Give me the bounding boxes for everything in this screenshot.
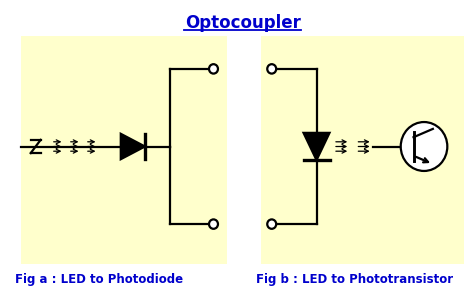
Bar <box>261 36 465 264</box>
Text: Optocoupler: Optocoupler <box>185 14 301 32</box>
Circle shape <box>401 122 447 171</box>
Text: Fig b : LED to Phototransistor: Fig b : LED to Phototransistor <box>256 272 453 286</box>
Circle shape <box>267 64 276 74</box>
Circle shape <box>209 219 218 229</box>
Circle shape <box>267 219 276 229</box>
Bar <box>21 36 227 264</box>
Polygon shape <box>303 133 329 160</box>
Text: Fig a : LED to Photodiode: Fig a : LED to Photodiode <box>15 272 183 286</box>
Polygon shape <box>121 134 145 159</box>
Circle shape <box>209 64 218 74</box>
